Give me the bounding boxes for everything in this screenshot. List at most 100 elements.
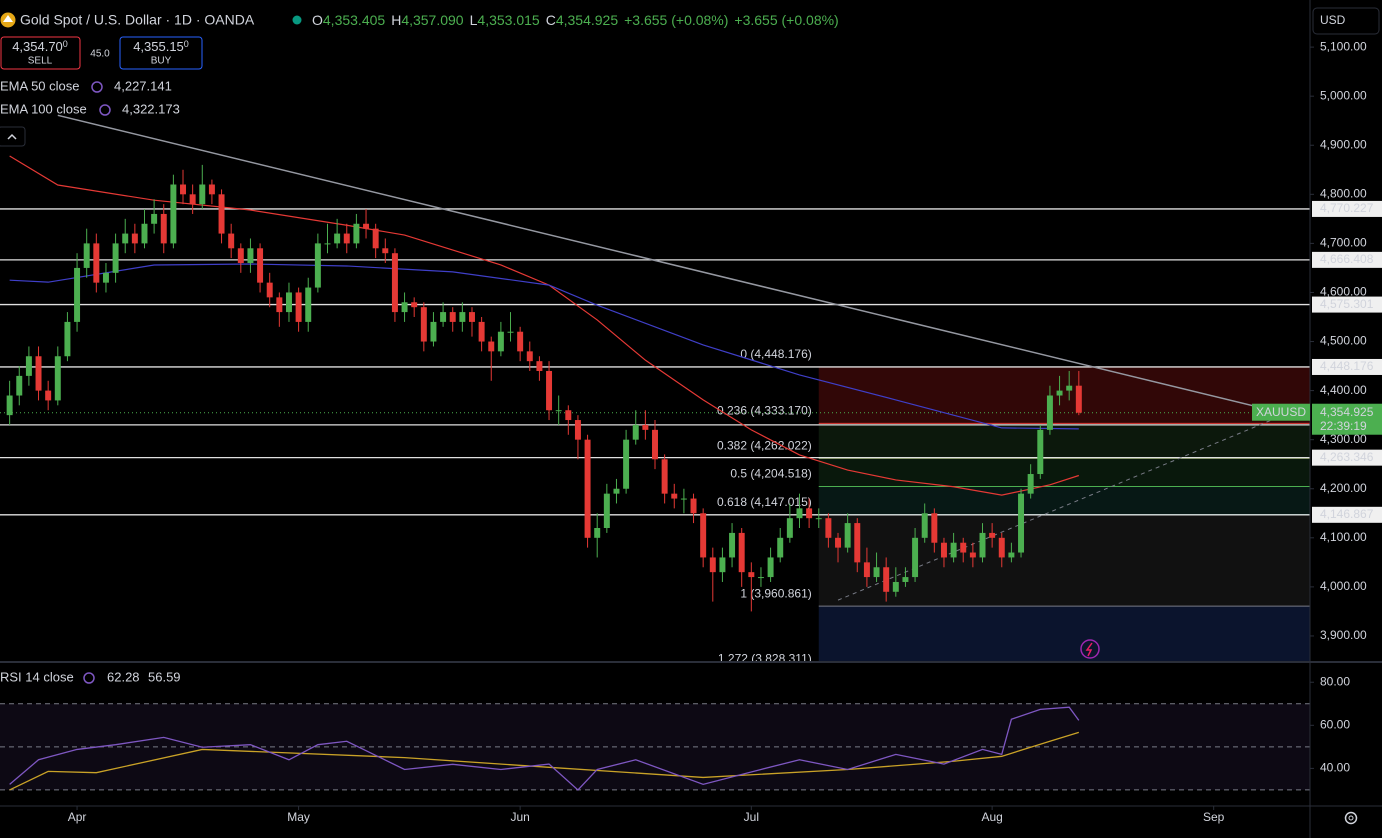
currency-box[interactable] bbox=[1312, 7, 1380, 35]
buy-price-main[interactable]: 4,355.15 bbox=[133, 39, 184, 54]
buy-label[interactable]: BUY bbox=[151, 56, 172, 67]
y-tick-label: 4,500.00 bbox=[1320, 334, 1367, 348]
candle-body bbox=[555, 410, 562, 412]
level-price-box bbox=[1312, 200, 1382, 217]
candle-body bbox=[314, 243, 321, 288]
x-tick-label: Apr bbox=[68, 810, 87, 824]
settings-icon-center[interactable] bbox=[1348, 815, 1354, 821]
y-tick-label: 5,100.00 bbox=[1320, 39, 1367, 53]
rsi-legend-value: 62.28 bbox=[107, 669, 140, 684]
candle-body bbox=[189, 194, 196, 205]
candle-body bbox=[170, 184, 177, 244]
ohlc-value: 4,354.925 bbox=[556, 12, 618, 28]
candle-body bbox=[160, 213, 167, 244]
candle-body bbox=[411, 302, 418, 308]
candle-body bbox=[835, 537, 842, 548]
candle-body bbox=[931, 513, 938, 543]
candle-body bbox=[1046, 395, 1053, 430]
candle-body bbox=[16, 375, 23, 396]
fib-zone bbox=[818, 486, 1310, 515]
candle-body bbox=[690, 498, 697, 514]
candle-body bbox=[883, 567, 890, 592]
candle-body bbox=[1027, 474, 1034, 494]
ohlc-key: L bbox=[470, 12, 478, 28]
candle-body bbox=[478, 321, 485, 342]
fib-label: 1 (3,960.861) bbox=[740, 586, 811, 600]
candle-body bbox=[25, 356, 32, 376]
sell-label[interactable]: SELL bbox=[28, 56, 53, 67]
level-price-box bbox=[1312, 358, 1382, 375]
candle-body bbox=[950, 542, 957, 558]
currency[interactable]: USD bbox=[1320, 13, 1346, 27]
fib-label: 0.236 (4,333.170) bbox=[717, 404, 812, 418]
candle-body bbox=[940, 542, 947, 558]
candle-body bbox=[902, 577, 909, 582]
candle-body bbox=[247, 248, 254, 264]
fib-label: 0.5 (4,204.518) bbox=[730, 467, 811, 481]
candle-body bbox=[218, 194, 225, 234]
y-tick-label: 4,300.00 bbox=[1320, 432, 1367, 446]
level-price-box bbox=[1312, 296, 1382, 313]
collapse-icon[interactable] bbox=[7, 133, 17, 140]
candle-body bbox=[391, 253, 398, 313]
candle-body bbox=[1018, 493, 1025, 553]
rsi-y-tick-label: 60.00 bbox=[1320, 717, 1350, 731]
rsi-band bbox=[0, 703, 1310, 790]
candle-body bbox=[517, 331, 524, 352]
sell-price-sup[interactable]: 0 bbox=[63, 39, 68, 49]
x-tick-label: Jul bbox=[744, 810, 759, 824]
buy-price[interactable]: 4,355.150 bbox=[133, 39, 189, 54]
candle-body bbox=[661, 459, 668, 494]
level-price-label: 4,263.346 bbox=[1320, 450, 1374, 464]
candle-body bbox=[353, 223, 360, 244]
ema-legend-value: 4,227.141 bbox=[114, 78, 172, 93]
ema-legend-name: EMA 50 close bbox=[0, 78, 80, 93]
candle-body bbox=[632, 424, 639, 440]
candle-body bbox=[363, 223, 370, 229]
last-price-label: 4,354.925 bbox=[1320, 405, 1374, 419]
alert-bolt[interactable] bbox=[1085, 642, 1093, 657]
candle-body bbox=[324, 243, 331, 245]
candle-body bbox=[1008, 552, 1015, 558]
y-tick-label: 4,900.00 bbox=[1320, 137, 1367, 151]
sell-price[interactable]: 4,354.700 bbox=[12, 39, 68, 54]
candle-body bbox=[488, 341, 495, 352]
candle-body bbox=[536, 361, 543, 371]
rsi-legend-name: RSI 14 close bbox=[0, 669, 74, 684]
candle-body bbox=[112, 243, 119, 273]
candle-body bbox=[295, 292, 302, 322]
y-tick-label: 4,600.00 bbox=[1320, 285, 1367, 299]
candle-body bbox=[921, 513, 928, 538]
ohlc-change: +3.655 (+0.08%) bbox=[624, 12, 728, 28]
symbol-tag-label: XAUUSD bbox=[1256, 405, 1306, 419]
alert-icon[interactable] bbox=[1080, 639, 1100, 659]
candle-body bbox=[1037, 429, 1044, 475]
ema-line bbox=[9, 155, 1080, 496]
buy-price-sup[interactable]: 0 bbox=[184, 39, 189, 49]
candle-body bbox=[83, 243, 90, 268]
fib-label: 0 (4,448.176) bbox=[740, 347, 811, 361]
candle-body bbox=[122, 233, 129, 244]
settings-icon[interactable] bbox=[1344, 811, 1358, 825]
candle-body bbox=[180, 184, 187, 195]
candle-body bbox=[613, 488, 620, 494]
candle-body bbox=[74, 267, 81, 322]
candle-body bbox=[93, 243, 100, 283]
candle-body bbox=[497, 331, 504, 352]
sell-button[interactable] bbox=[0, 36, 81, 70]
candle-body bbox=[45, 390, 52, 401]
candle-body bbox=[748, 572, 755, 578]
symbol-tag bbox=[1252, 403, 1310, 421]
level-price-label: 4,448.176 bbox=[1320, 359, 1374, 373]
fib-zone bbox=[818, 458, 1310, 487]
fib-label: 0.382 (4,262.022) bbox=[717, 438, 812, 452]
x-tick-label: Sep bbox=[1203, 810, 1225, 824]
candle-body bbox=[1075, 385, 1082, 413]
ema-legend-value: 4,322.173 bbox=[122, 101, 180, 116]
candle-body bbox=[565, 410, 572, 421]
sell-price-main[interactable]: 4,354.70 bbox=[12, 39, 63, 54]
buy-button[interactable] bbox=[119, 36, 203, 70]
spread: 45.0 bbox=[90, 49, 110, 60]
last-price-box bbox=[1312, 403, 1382, 435]
candle-body bbox=[574, 420, 581, 440]
